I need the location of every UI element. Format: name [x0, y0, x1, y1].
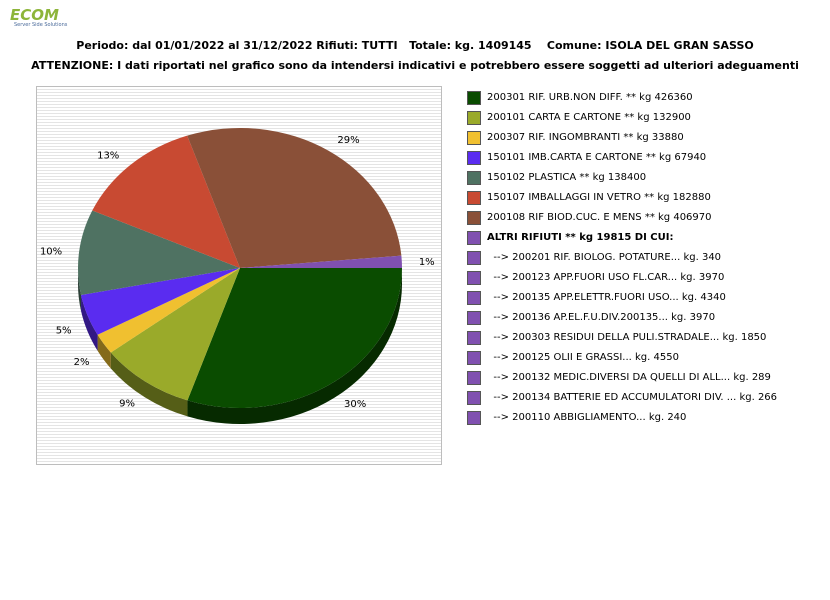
pie-slice-side: [110, 352, 188, 417]
pie-slice: [187, 127, 402, 268]
logo-subtitle: Server Side Solutions: [14, 22, 68, 28]
pie-slice-side: [187, 268, 402, 425]
pie-slice: [81, 268, 241, 335]
legend-label: --> 200303 RESIDUI DELLA PULI.STRADALE..…: [487, 332, 767, 343]
legend-item: ALTRI RIFIUTI ** kg 19815 DI CUI:: [467, 230, 827, 250]
legend-item: --> 200136 AP.EL.F.U.DIV.200135... kg. 3…: [467, 310, 827, 330]
legend-item: 150107 IMBALLAGGI IN VETRO ** kg 182880: [467, 190, 827, 210]
legend-swatch: [467, 151, 481, 165]
pie-slice: [92, 135, 240, 268]
legend-item: --> 200303 RESIDUI DELLA PULI.STRADALE..…: [467, 330, 827, 350]
legend-label: --> 200125 OLII E GRASSI... kg. 4550: [487, 352, 679, 363]
pie-slice-side: [78, 268, 82, 311]
legend-swatch: [467, 131, 481, 145]
legend-item: 200101 CARTA E CARTONE ** kg 132900: [467, 110, 827, 130]
ecom-logo: ECOM Server Side Solutions: [10, 6, 100, 28]
legend-swatch: [467, 231, 481, 245]
report-warning-header: ATTENZIONE: I dati riportati nel grafico…: [31, 59, 799, 72]
pie-slice-side: [81, 294, 98, 351]
legend-label: 150101 IMB.CARTA E CARTONE ** kg 67940: [487, 152, 707, 163]
pie-slice: [240, 255, 402, 268]
legend-label: --> 200110 ABBIGLIAMENTO... kg. 240: [487, 412, 687, 423]
legend-label: --> 200201 RIF. BIOLOG. POTATURE... kg. …: [487, 252, 722, 263]
pie-percent-label: 13%: [97, 150, 119, 161]
pie-slice: [187, 268, 402, 408]
legend-swatch: [467, 311, 481, 325]
legend-item: 200108 RIF BIOD.CUC. E MENS ** kg 406970: [467, 210, 827, 230]
legend-item: 200307 RIF. INGOMBRANTI ** kg 33880: [467, 130, 827, 150]
chart-legend: 200301 RIF. URB.NON DIFF. ** kg 426360 20…: [467, 90, 827, 430]
legend-swatch: [467, 251, 481, 265]
legend-label: 200101 CARTA E CARTONE ** kg 132900: [487, 112, 691, 123]
legend-label: 200301 RIF. URB.NON DIFF. ** kg 426360: [487, 92, 693, 103]
legend-item: --> 200132 MEDIC.DIVERSI DA QUELLI DI AL…: [467, 370, 827, 390]
legend-swatch: [467, 91, 481, 105]
pie-percent-label: 1%: [419, 257, 435, 268]
pie-slice: [78, 210, 240, 295]
pie-slices: [78, 127, 402, 408]
report-period-header: Periodo: dal 01/01/2022 al 31/12/2022 Ri…: [76, 39, 754, 52]
pie-percent-label: 30%: [344, 399, 366, 410]
legend-item: --> 200125 OLII E GRASSI... kg. 4550: [467, 350, 827, 370]
legend-item: --> 200201 RIF. BIOLOG. POTATURE... kg. …: [467, 250, 827, 270]
legend-item: 150102 PLASTICA ** kg 138400: [467, 170, 827, 190]
pie-sides: [78, 268, 402, 425]
legend-item: --> 200110 ABBIGLIAMENTO... kg. 240: [467, 410, 827, 430]
pie-percent-label: 29%: [337, 135, 359, 146]
legend-label: --> 200135 APP.ELETTR.FUORI USO... kg. 4…: [487, 292, 726, 303]
pie-percent-label: 9%: [119, 398, 135, 409]
pie-slice-side: [97, 334, 111, 369]
legend-label: 150102 PLASTICA ** kg 138400: [487, 172, 647, 183]
legend-swatch: [467, 171, 481, 185]
legend-swatch: [467, 271, 481, 285]
legend-item: --> 200135 APP.ELETTR.FUORI USO... kg. 4…: [467, 290, 827, 310]
legend-swatch: [467, 331, 481, 345]
legend-swatch: [467, 111, 481, 125]
legend-swatch: [467, 371, 481, 385]
legend-label: 150107 IMBALLAGGI IN VETRO ** kg 182880: [487, 192, 711, 203]
legend-item: --> 200134 BATTERIE ED ACCUMULATORI DIV.…: [467, 390, 827, 410]
pie-percent-label: 10%: [40, 246, 62, 257]
legend-swatch: [467, 411, 481, 425]
legend-label: --> 200132 MEDIC.DIVERSI DA QUELLI DI AL…: [487, 372, 771, 383]
legend-label: 200108 RIF BIOD.CUC. E MENS ** kg 406970: [487, 212, 712, 223]
legend-item: 150101 IMB.CARTA E CARTONE ** kg 67940: [467, 150, 827, 170]
pie-labels: 30% 9% 2% 5% 10% 13% 29% 1%: [40, 135, 435, 410]
pie-percent-label: 5%: [56, 326, 72, 337]
logo-text: ECOM: [10, 6, 59, 24]
pie-percent-label: 2%: [74, 357, 90, 368]
legend-swatch: [467, 391, 481, 405]
legend-item: --> 200123 APP.FUORI USO FL.CAR... kg. 3…: [467, 270, 827, 290]
legend-label: --> 200123 APP.FUORI USO FL.CAR... kg. 3…: [487, 272, 725, 283]
pie-slice: [97, 268, 241, 353]
legend-label: --> 200136 AP.EL.F.U.DIV.200135... kg. 3…: [487, 312, 716, 323]
legend-swatch: [467, 291, 481, 305]
legend-label: --> 200134 BATTERIE ED ACCUMULATORI DIV.…: [487, 392, 778, 403]
legend-swatch: [467, 191, 481, 205]
legend-swatch: [467, 211, 481, 225]
legend-label: 200307 RIF. INGOMBRANTI ** kg 33880: [487, 132, 684, 143]
pie-slice: [110, 268, 240, 401]
legend-swatch: [467, 351, 481, 365]
legend-label: ALTRI RIFIUTI ** kg 19815 DI CUI:: [487, 232, 674, 243]
legend-item: 200301 RIF. URB.NON DIFF. ** kg 426360: [467, 90, 827, 110]
